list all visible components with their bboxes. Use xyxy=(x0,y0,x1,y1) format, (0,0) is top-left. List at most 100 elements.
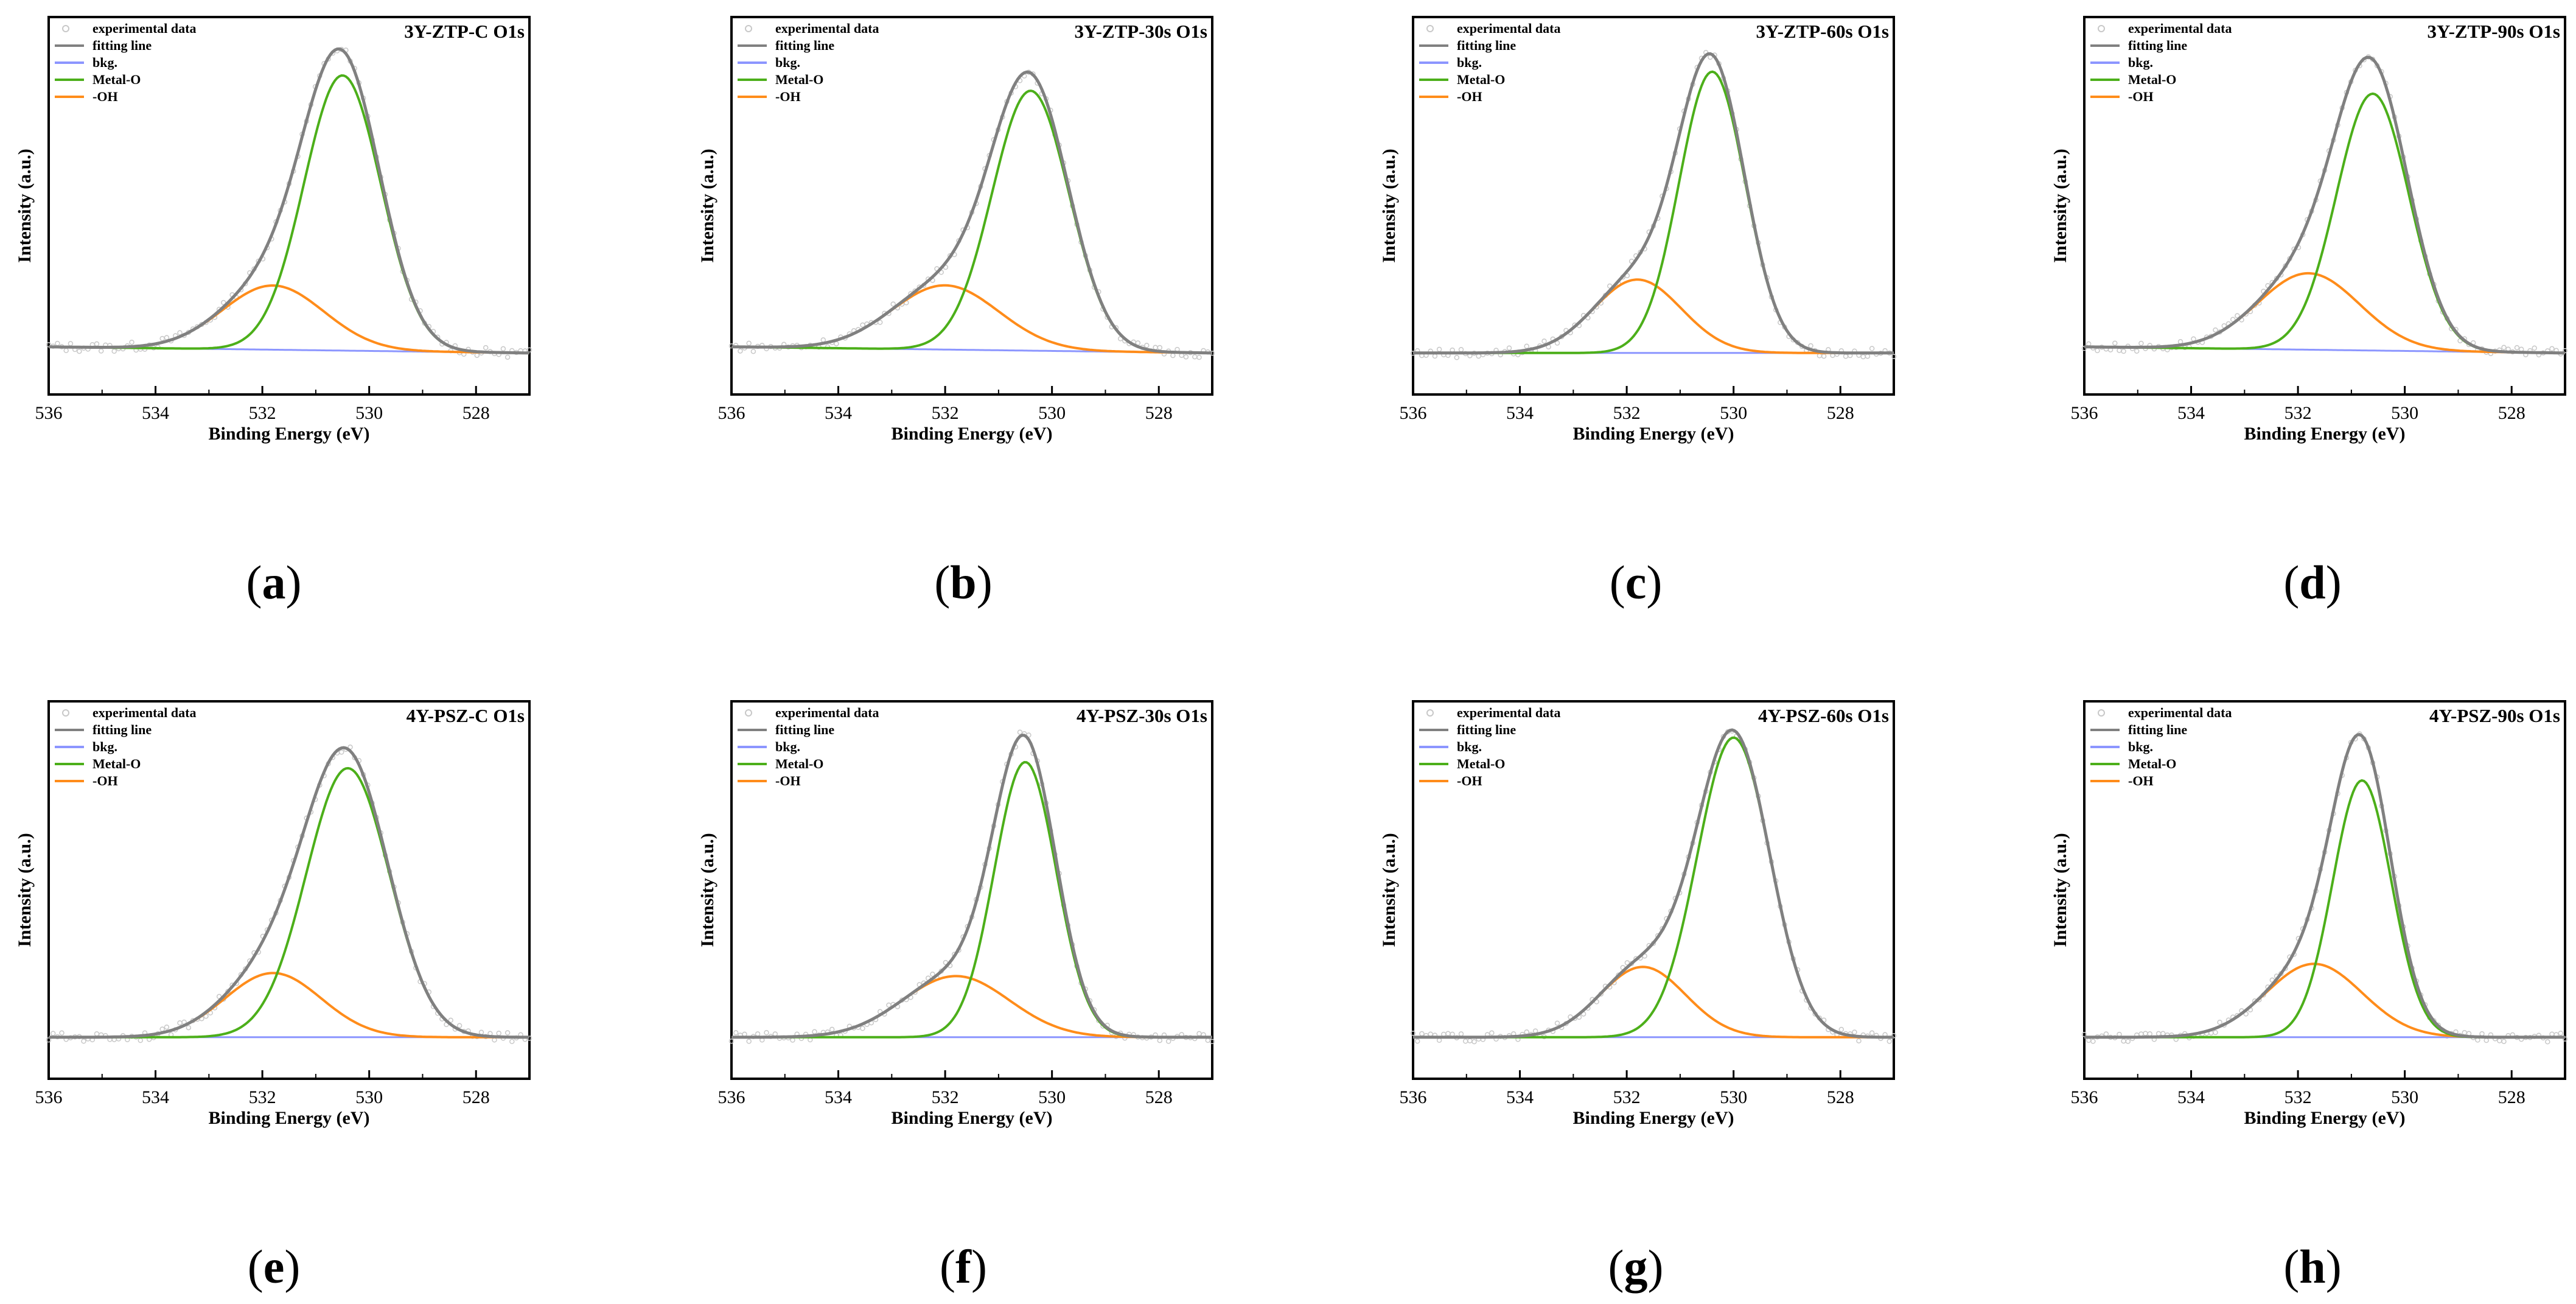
x-tick-label: 530 xyxy=(1038,1087,1066,1107)
x-tick-label: 528 xyxy=(462,403,490,423)
y-axis-label: Intensity (a.u.) xyxy=(2050,833,2070,947)
x-tick-label: 534 xyxy=(2177,1087,2205,1107)
panel-label-h: (h) xyxy=(2283,1240,2342,1293)
data-point xyxy=(2235,313,2240,318)
chart-title: 3Y-ZTP-30s O1s xyxy=(1075,21,1207,42)
data-point xyxy=(1196,1031,1202,1037)
legend-label: Metal-O xyxy=(775,72,823,87)
data-point xyxy=(2462,1029,2468,1036)
data-point xyxy=(94,341,100,347)
metal-o-peak-line xyxy=(731,89,1213,354)
data-point xyxy=(221,300,226,306)
experimental-data-series xyxy=(728,729,1215,1045)
data-point xyxy=(483,345,489,351)
data-point xyxy=(820,337,826,343)
data-point xyxy=(1414,1038,1420,1044)
plot-frame xyxy=(1412,700,1895,1080)
data-point xyxy=(1183,354,1189,360)
chart-title: 3Y-ZTP-90s O1s xyxy=(2428,21,2560,42)
legend-label: fitting line xyxy=(1457,722,1516,737)
data-point xyxy=(2549,346,2555,352)
data-point xyxy=(138,1037,144,1043)
fitting-line xyxy=(731,70,1213,355)
data-point xyxy=(1436,346,1442,352)
x-tick-label: 530 xyxy=(2391,403,2418,423)
data-point xyxy=(456,1023,462,1028)
data-point xyxy=(1192,354,1198,360)
data-point xyxy=(1144,343,1150,348)
metal-o-peak-line xyxy=(2084,779,2565,1039)
data-point xyxy=(1467,1038,1473,1043)
data-point xyxy=(812,1029,817,1035)
y-axis-label: Intensity (a.u.) xyxy=(1379,833,1399,947)
data-point xyxy=(2514,345,2520,351)
y-axis-label: Intensity (a.u.) xyxy=(697,149,717,263)
legend-label: -OH xyxy=(775,773,801,788)
plot-frame xyxy=(2083,700,2566,1080)
x-tick-label: 534 xyxy=(142,1087,169,1107)
data-point xyxy=(1852,1029,1857,1035)
x-tick-label: 530 xyxy=(1720,1087,1747,1107)
fitting-line xyxy=(731,734,1212,1039)
experimental-data-series xyxy=(2081,731,2568,1045)
legend-label: experimental data xyxy=(775,705,879,720)
x-tick-label: 536 xyxy=(2071,1087,2098,1107)
data-point xyxy=(2160,1031,2166,1037)
x-tick-label: 536 xyxy=(2071,403,2098,423)
data-point xyxy=(2103,1031,2109,1037)
legend-label: experimental data xyxy=(1457,21,1560,36)
data-point xyxy=(50,1031,56,1036)
experimental-data-series xyxy=(2081,54,2568,358)
panel-letter: f xyxy=(955,1240,971,1293)
data-point xyxy=(860,1026,865,1031)
data-point xyxy=(1209,1039,1215,1045)
data-point xyxy=(338,749,344,755)
metal-o-peak-line xyxy=(49,766,529,1039)
data-point xyxy=(1869,346,1875,351)
x-tick-label: 534 xyxy=(825,403,852,423)
legend-marker xyxy=(1426,25,1434,32)
data-point xyxy=(2532,345,2537,351)
data-point xyxy=(478,1029,484,1035)
data-point xyxy=(764,1030,769,1036)
legend-label: experimental data xyxy=(2128,21,2232,36)
chart-title: 4Y-PSZ-60s O1s xyxy=(1758,705,1889,726)
data-point xyxy=(2143,1031,2148,1036)
data-point xyxy=(2475,1037,2480,1043)
y-axis-label: Intensity (a.u.) xyxy=(697,833,717,947)
data-point xyxy=(1462,1039,1468,1044)
data-point xyxy=(1856,1038,1862,1043)
data-point xyxy=(492,1037,497,1043)
x-tick-label: 528 xyxy=(1827,1087,1854,1107)
metal-o-peak-line xyxy=(49,74,530,354)
data-point xyxy=(1524,1029,1529,1035)
data-point xyxy=(1524,343,1529,349)
data-point xyxy=(1157,1037,1163,1043)
data-point xyxy=(2155,1031,2162,1037)
panel-label-e: (e) xyxy=(247,1240,301,1293)
x-tick-label: 530 xyxy=(355,1087,383,1107)
oh-peak-line xyxy=(1413,966,1894,1039)
data-point xyxy=(886,1002,892,1008)
data-point xyxy=(448,1017,453,1023)
data-point xyxy=(1869,1030,1875,1036)
x-axis-label: Binding Energy (eV) xyxy=(208,1108,369,1128)
x-tick-label: 528 xyxy=(1827,403,1854,423)
data-point xyxy=(2501,345,2507,351)
data-point xyxy=(1454,355,1460,360)
x-tick-label: 530 xyxy=(1720,403,1747,423)
data-point xyxy=(2497,1038,2502,1043)
data-point xyxy=(164,1024,170,1030)
data-point xyxy=(2134,348,2140,354)
x-tick-label: 534 xyxy=(1506,403,1534,423)
legend-label: bkg. xyxy=(2128,55,2153,70)
plot-frame xyxy=(47,700,531,1080)
data-point xyxy=(738,348,743,354)
data-point xyxy=(1471,1039,1477,1045)
data-point xyxy=(111,348,117,354)
data-point xyxy=(1489,1030,1495,1036)
x-tick-label: 528 xyxy=(1145,403,1173,423)
chart-4: 536 534 532 530 528 Binding Energy (eV) Intens… xyxy=(15,700,532,1128)
data-point xyxy=(1554,1020,1560,1026)
data-point xyxy=(1541,338,1547,344)
